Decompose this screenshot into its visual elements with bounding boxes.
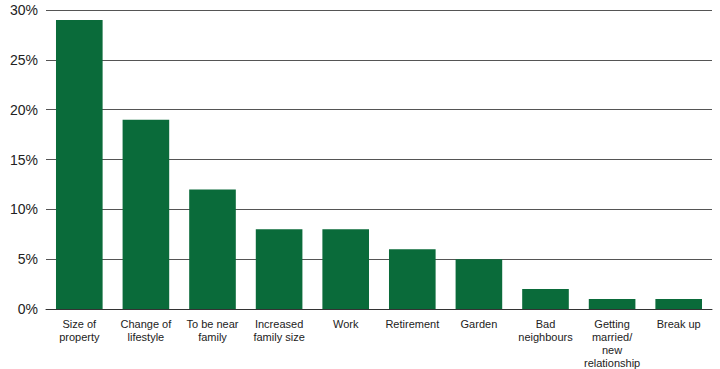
svg-text:neighbours: neighbours	[518, 331, 573, 343]
svg-text:Size of: Size of	[62, 318, 97, 330]
svg-text:property: property	[59, 331, 100, 343]
svg-text:Break up: Break up	[657, 318, 701, 330]
svg-text:Change of: Change of	[121, 318, 173, 330]
svg-text:20%: 20%	[10, 102, 38, 118]
svg-text:5%: 5%	[18, 251, 38, 267]
svg-text:lifestyle: lifestyle	[128, 331, 165, 343]
svg-text:10%: 10%	[10, 201, 38, 217]
svg-text:Retirement: Retirement	[385, 318, 439, 330]
svg-text:15%: 15%	[10, 152, 38, 168]
svg-text:family: family	[198, 331, 227, 343]
svg-text:relationship: relationship	[584, 357, 640, 369]
svg-text:Increased: Increased	[255, 318, 303, 330]
svg-text:Bad: Bad	[536, 318, 556, 330]
svg-text:married/: married/	[592, 331, 633, 343]
svg-text:new: new	[602, 344, 622, 356]
svg-text:family size: family size	[253, 331, 304, 343]
svg-text:0%: 0%	[18, 301, 38, 317]
svg-text:30%: 30%	[10, 2, 38, 18]
svg-text:Getting: Getting	[594, 318, 629, 330]
svg-text:25%: 25%	[10, 52, 38, 68]
svg-text:Garden: Garden	[461, 318, 498, 330]
svg-text:To be near: To be near	[187, 318, 239, 330]
svg-text:Work: Work	[333, 318, 359, 330]
